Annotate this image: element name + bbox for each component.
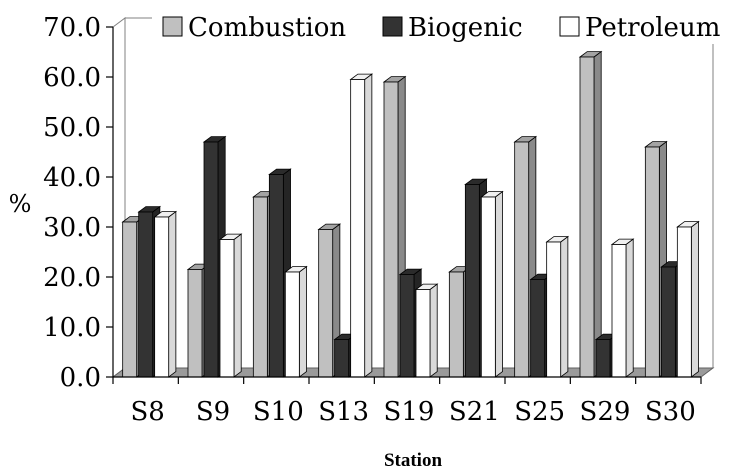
x-axis-label: Station <box>384 450 443 470</box>
bars <box>121 50 700 378</box>
legend: Combustion Biogenic Petroleum <box>152 8 728 44</box>
y-tick-label: 30.0 <box>43 213 101 243</box>
bar-petroleum-s29 <box>610 238 635 378</box>
legend-swatch-combustion <box>162 16 183 37</box>
y-tick-label: 40.0 <box>43 163 101 193</box>
bar-petroleum-s30 <box>676 220 700 378</box>
legend-label-combustion: Combustion <box>188 13 346 43</box>
bar-combustion-s29 <box>578 50 603 378</box>
legend-background <box>152 8 728 44</box>
x-category-label: S9 <box>196 397 230 427</box>
bar-petroleum-s10 <box>284 265 308 378</box>
x-category-label: S13 <box>318 397 369 427</box>
y-axis: 0.0 10.0 20.0 30.0 40.0 50.0 60.0 70.0 <box>43 13 114 393</box>
x-axis: S8 S9 S10 S13 S19 S21 S25 S29 S30 <box>112 376 702 427</box>
x-category-label: S29 <box>580 397 631 427</box>
x-category-label: S21 <box>449 397 500 427</box>
bar-petroleum-s21 <box>480 190 504 378</box>
bar-petroleum-s25 <box>545 235 570 378</box>
y-tick-label: 50.0 <box>43 113 101 143</box>
bar-petroleum-s9 <box>218 233 243 378</box>
y-tick-label: 0.0 <box>60 363 101 393</box>
y-tick-label: 10.0 <box>43 313 101 343</box>
bar-petroleum-s13 <box>349 73 374 378</box>
x-category-label: S25 <box>514 397 565 427</box>
legend-swatch-petroleum <box>559 16 580 37</box>
y-tick-label: 20.0 <box>43 263 101 293</box>
y-axis-label: % <box>9 190 32 218</box>
legend-label-petroleum: Petroleum <box>585 13 720 43</box>
x-category-label: S10 <box>253 397 304 427</box>
legend-label-biogenic: Biogenic <box>408 13 523 43</box>
x-category-label: S19 <box>384 397 435 427</box>
legend-swatch-biogenic <box>382 16 403 37</box>
y-tick-label: 70.0 <box>43 13 101 43</box>
x-category-label: S8 <box>130 397 164 427</box>
bar-petroleum-s19 <box>414 283 439 378</box>
x-category-label: S30 <box>645 397 696 427</box>
bar-petroleum-s8 <box>153 210 178 378</box>
y-tick-label: 60.0 <box>43 63 101 93</box>
